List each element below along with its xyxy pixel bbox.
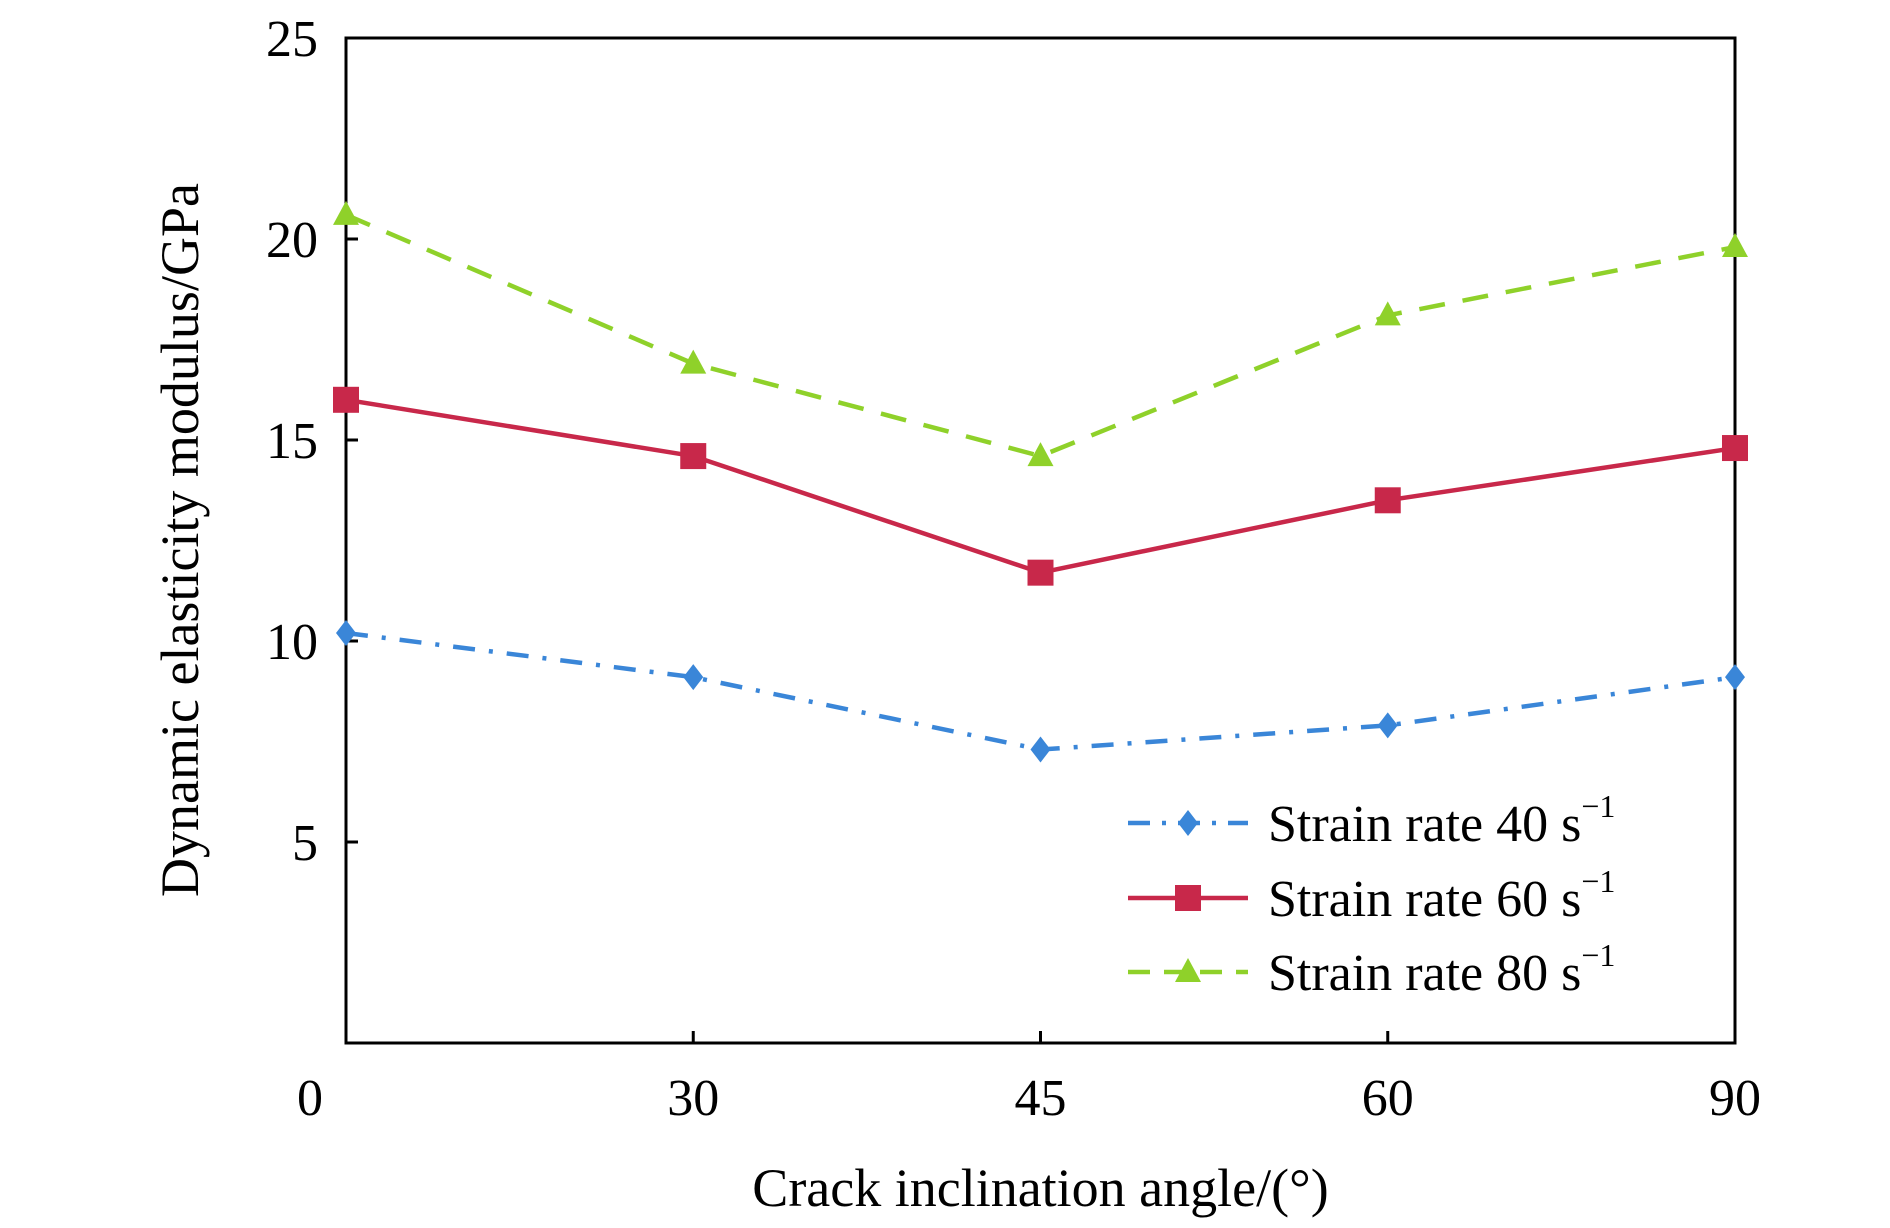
legend-label-superscript: −1 (1581, 788, 1615, 824)
legend-item: Strain rate 80 s−1 (1128, 937, 1615, 1002)
data-point (1725, 664, 1745, 691)
data-point (333, 200, 359, 225)
x-tick-label: 0 (297, 1070, 323, 1127)
data-point (1175, 885, 1201, 911)
data-point (1377, 712, 1398, 739)
data-point (1722, 435, 1748, 462)
data-point (680, 349, 707, 374)
legend-item: Strain rate 40 s−1 (1128, 788, 1615, 853)
data-point (680, 443, 707, 470)
y-tick-label: 25 (266, 11, 318, 68)
y-tick-label: 5 (292, 815, 318, 872)
series-line (345, 212, 1736, 459)
series-2 (333, 200, 1748, 467)
legend-label: Strain rate 80 s−1 (1268, 937, 1615, 1002)
x-tick-label: 30 (667, 1070, 719, 1127)
x-axis-label: Crack inclination angle/(°) (752, 1158, 1328, 1218)
series-1 (333, 386, 1748, 586)
data-point (1374, 487, 1401, 514)
legend-label-superscript: −1 (1581, 937, 1615, 973)
series-line (345, 630, 1736, 752)
y-tick-label: 10 (266, 614, 318, 671)
data-point (1027, 559, 1054, 586)
y-tick-label: 20 (266, 212, 318, 269)
x-tick-label: 90 (1709, 1070, 1761, 1127)
data-point (683, 664, 704, 691)
data-point (333, 386, 359, 413)
legend-label-text: Strain rate 60 s (1268, 871, 1581, 928)
legend-label-superscript: −1 (1581, 863, 1615, 899)
x-tick-label: 60 (1362, 1070, 1414, 1127)
legend-label: Strain rate 60 s−1 (1268, 863, 1615, 928)
x-tick-label: 45 (1015, 1070, 1067, 1127)
legend-label: Strain rate 40 s−1 (1268, 788, 1615, 853)
data-point (1178, 810, 1198, 836)
y-tick-label: 15 (266, 413, 318, 470)
series-group (333, 200, 1748, 763)
y-axis-label: Dynamic elasticity modulus/GPa (150, 183, 210, 897)
data-point (1374, 301, 1401, 326)
legend-label-text: Strain rate 80 s (1268, 945, 1581, 1002)
series-0 (336, 619, 1745, 763)
data-point (1030, 736, 1051, 763)
data-point (1027, 442, 1054, 467)
data-point (1722, 233, 1748, 258)
data-point (336, 619, 356, 646)
legend-label-text: Strain rate 40 s (1268, 796, 1581, 853)
axes: 5 10 15 20 25 0 30 45 60 90 Crack inclination angl… (150, 11, 1761, 1218)
data-point (1175, 958, 1201, 982)
series-line (345, 397, 1736, 575)
legend-item: Strain rate 60 s−1 (1128, 863, 1615, 928)
